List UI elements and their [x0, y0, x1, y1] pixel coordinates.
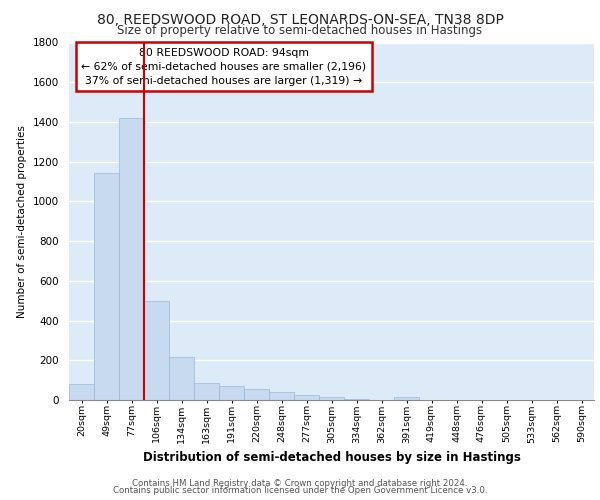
Bar [194, 383, 219, 400]
Bar [219, 386, 244, 400]
Bar [244, 389, 269, 400]
Bar [294, 394, 319, 400]
Bar [144, 300, 169, 400]
Bar [394, 397, 419, 400]
Bar [344, 399, 369, 400]
Bar [169, 358, 194, 400]
Bar [119, 118, 144, 400]
Text: 80, REEDSWOOD ROAD, ST LEONARDS-ON-SEA, TN38 8DP: 80, REEDSWOOD ROAD, ST LEONARDS-ON-SEA, … [97, 12, 503, 26]
Bar [94, 172, 119, 400]
Text: Contains HM Land Registry data © Crown copyright and database right 2024.: Contains HM Land Registry data © Crown c… [132, 478, 468, 488]
Text: Contains public sector information licensed under the Open Government Licence v3: Contains public sector information licen… [113, 486, 487, 495]
Bar [269, 392, 294, 400]
Text: Size of property relative to semi-detached houses in Hastings: Size of property relative to semi-detach… [118, 24, 482, 37]
Text: 80 REEDSWOOD ROAD: 94sqm
← 62% of semi-detached houses are smaller (2,196)
37% o: 80 REEDSWOOD ROAD: 94sqm ← 62% of semi-d… [82, 48, 367, 86]
X-axis label: Distribution of semi-detached houses by size in Hastings: Distribution of semi-detached houses by … [143, 451, 520, 464]
Y-axis label: Number of semi-detached properties: Number of semi-detached properties [17, 125, 28, 318]
Bar [69, 384, 94, 400]
Bar [319, 397, 344, 400]
